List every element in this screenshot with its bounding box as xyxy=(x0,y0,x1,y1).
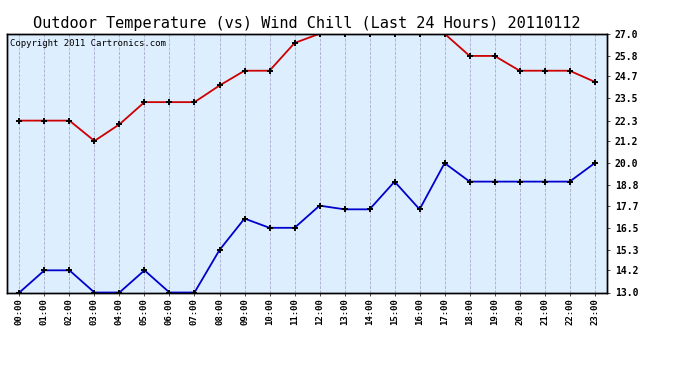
Title: Outdoor Temperature (vs) Wind Chill (Last 24 Hours) 20110112: Outdoor Temperature (vs) Wind Chill (Las… xyxy=(33,16,581,31)
Text: Copyright 2011 Cartronics.com: Copyright 2011 Cartronics.com xyxy=(10,39,166,48)
